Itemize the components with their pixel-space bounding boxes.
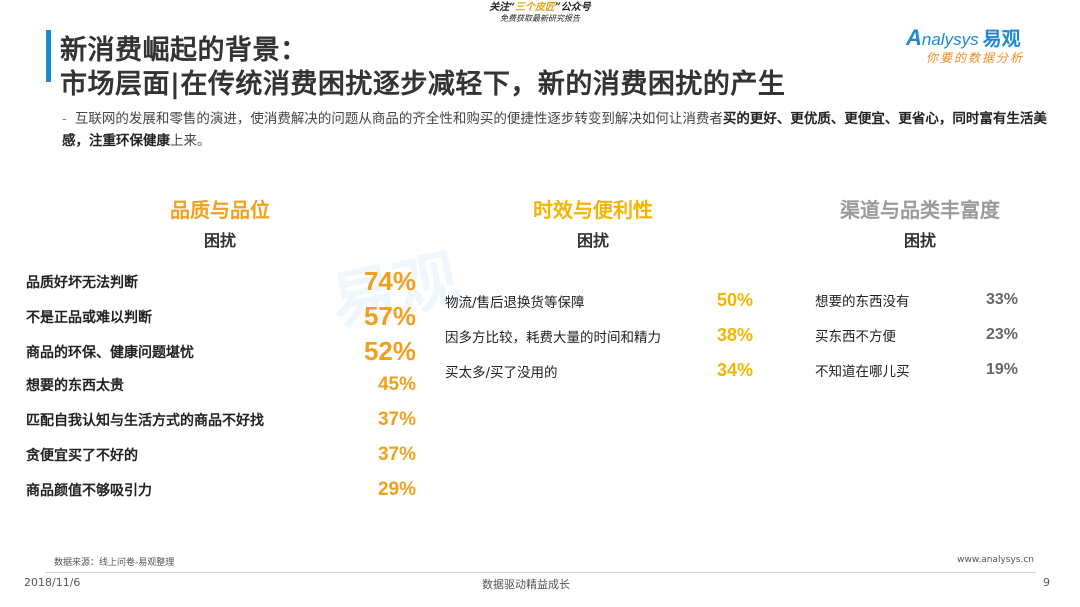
list-item: 不是正品或难以判断 57% (26, 301, 416, 332)
list-item: 因多方比较，耗费大量的时间和精力 38% (445, 325, 753, 346)
item-value: 19% (985, 361, 1018, 378)
logo-tagline: 你要的数据分析 (926, 51, 1025, 65)
list-item: 想要的东西没有 33% (815, 290, 1018, 310)
item-value: 23% (985, 326, 1018, 343)
list-item: 品质好坏无法判断 74% (26, 266, 416, 297)
list-item: 商品颜值不够吸引力 29% (26, 479, 416, 501)
banner-post: ”公众号 (555, 2, 591, 13)
item-label: 匹配自我认知与生活方式的商品不好找 (26, 413, 264, 429)
item-value: 45% (377, 374, 416, 395)
list-item: 匹配自我认知与生活方式的商品不好找 37% (26, 409, 416, 431)
list-item: 不知道在哪儿买 19% (815, 360, 1018, 380)
item-label: 品质好坏无法判断 (26, 274, 138, 291)
intro-bold: 买的更好、更优质、更便宜、更省心，同时富有生活美感，注重环保健康 (62, 111, 1047, 149)
column-quality-heading: 品质与品位 困扰 (110, 194, 330, 251)
banner-pre: 关注“ (489, 2, 515, 13)
list-item: 买东西不方便 23% (815, 325, 1018, 345)
item-label: 买太多/买了没用的 (445, 364, 558, 381)
list-item: 想要的东西太贵 45% (26, 374, 416, 396)
item-value: 34% (716, 360, 753, 380)
column-timeliness-sub: 困扰 (576, 231, 609, 250)
item-value: 38% (716, 325, 753, 345)
column-timeliness-title: 时效与便利性 (533, 198, 653, 222)
item-label: 不是正品或难以判断 (26, 309, 152, 326)
logo-wordmark: nalysys (921, 30, 979, 49)
column-channel-heading: 渠道与品类丰富度 困扰 (800, 194, 1040, 251)
title-accent-bar (46, 30, 51, 82)
logo-letter-a: A (906, 25, 922, 50)
intro-dash: - (62, 111, 67, 127)
item-label: 想要的东西太贵 (26, 378, 124, 394)
page-number: 9 (1043, 576, 1050, 589)
item-label: 物流/售后退换货等保障 (445, 294, 585, 311)
data-source: 数据来源：线上问卷-易观整理 (54, 558, 175, 568)
banner-line-1: 关注“三个皮匠”公众号 (440, 2, 640, 14)
list-item: 商品的环保、健康问题堪忧 52% (26, 336, 416, 367)
footer-date: 2018/11/6 (24, 576, 81, 589)
column-quality-title: 品质与品位 (170, 198, 270, 222)
item-value: 37% (377, 409, 416, 430)
banner-highlight: 三个皮匠 (515, 2, 555, 13)
column-timeliness-heading: 时效与便利性 困扰 (483, 194, 703, 251)
item-value: 50% (716, 290, 753, 310)
list-item: 物流/售后退换货等保障 50% (445, 290, 753, 311)
intro-text: - 互联网的发展和零售的演进，使消费解决的问题从商品的齐全性和购买的便捷性逐步转变… (62, 108, 1062, 152)
intro-end: 上来。 (170, 133, 211, 149)
item-label: 商品颜值不够吸引力 (26, 483, 152, 499)
banner-line-2: 免费获取最新研究报告 (500, 14, 580, 23)
item-value: 52% (363, 336, 416, 366)
item-value: 37% (377, 444, 416, 465)
list-item: 贪便宜买了不好的 37% (26, 444, 416, 466)
list-item: 买太多/买了没用的 34% (445, 360, 753, 381)
column-channel-title: 渠道与品类丰富度 (840, 198, 1000, 222)
top-banner: 关注“三个皮匠”公众号 免费获取最新研究报告 (440, 2, 640, 24)
page-title: 新消费崛起的背景： (60, 35, 308, 66)
item-label: 因多方比较，耗费大量的时间和精力 (445, 329, 661, 346)
item-value: 33% (985, 291, 1018, 308)
item-label: 买东西不方便 (815, 329, 896, 345)
website-link[interactable]: www.analysys.cn (957, 555, 1034, 565)
item-value: 29% (377, 479, 416, 500)
column-quality-sub: 困扰 (203, 231, 236, 250)
item-label: 不知道在哪儿买 (815, 364, 910, 380)
item-value: 57% (363, 301, 416, 331)
intro-plain: 互联网的发展和零售的演进，使消费解决的问题从商品的齐全性和购买的便捷性逐步转变到… (74, 111, 723, 127)
footer-slogan: 数据驱动精益成长 (482, 578, 570, 591)
item-label: 商品的环保、健康问题堪忧 (26, 344, 194, 361)
item-label: 想要的东西没有 (815, 294, 910, 310)
footer-divider (46, 572, 1036, 573)
page-subtitle: 市场层面|在传统消费困扰逐步减轻下，新的消费困扰的产生 (60, 69, 786, 100)
item-label: 贪便宜买了不好的 (26, 448, 138, 464)
item-value: 74% (363, 266, 416, 296)
logo-chinese-name: 易观 (982, 28, 1021, 50)
column-channel-sub: 困扰 (903, 231, 936, 250)
